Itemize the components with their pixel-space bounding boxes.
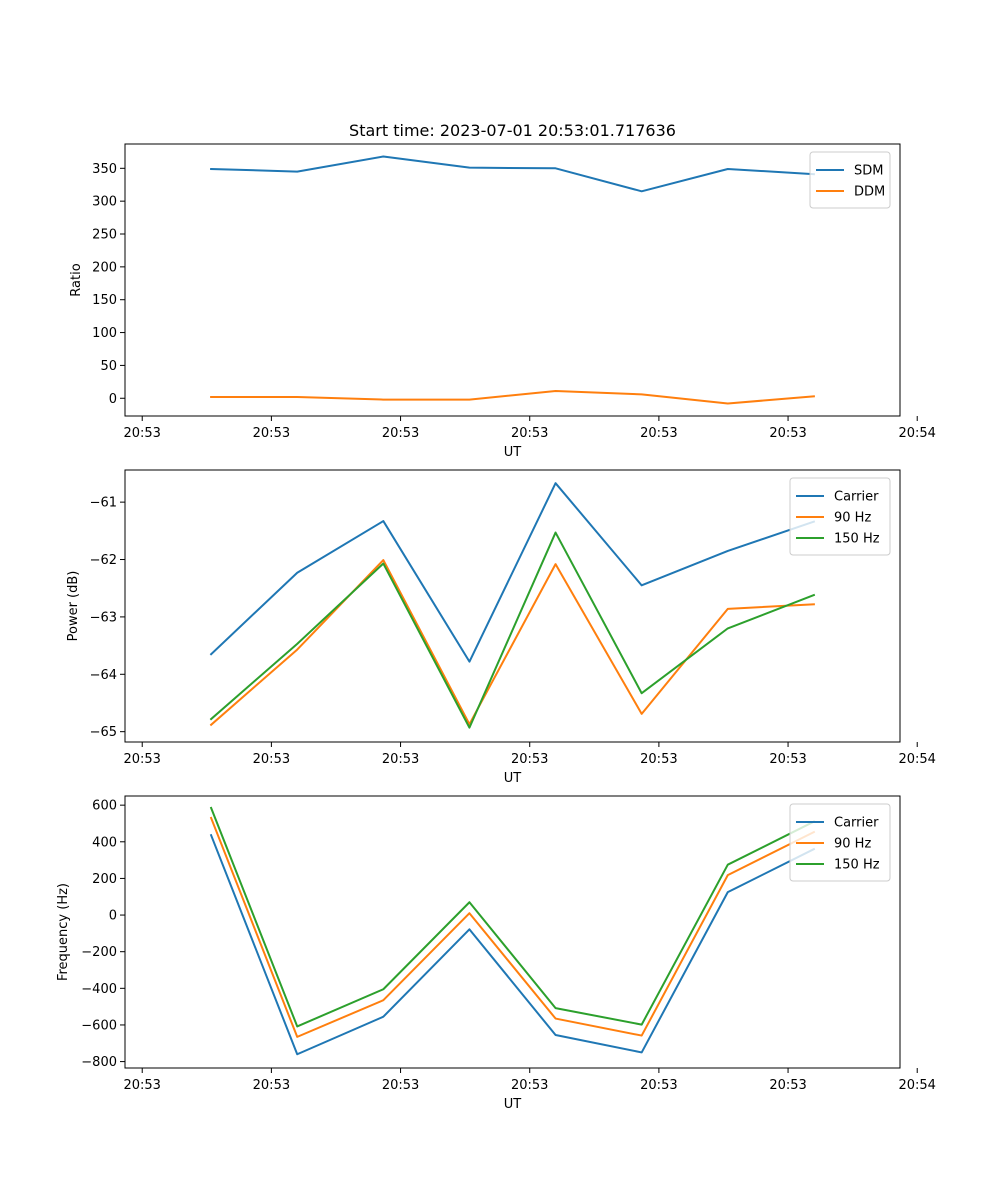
power-y-tick-label: −65: [90, 725, 117, 740]
ratio-y-axis-label: Ratio: [69, 263, 84, 296]
power-line-150-hz: [209, 531, 816, 729]
frequency-line-carrier: [209, 833, 816, 1056]
power-legend-label: Carrier: [834, 490, 879, 505]
frequency-y-tick-label: −400: [81, 982, 117, 997]
ratio-y-tick-label: 250: [92, 228, 117, 243]
ratio-legend: SDM DDM: [809, 151, 891, 209]
ratio-x-tick-label: 20:53: [511, 426, 548, 441]
ratio-x-tick-label: 20:53: [769, 426, 806, 441]
ratio-legend-label: DDM: [854, 185, 885, 200]
ratio-y-tick-label: 0: [109, 392, 117, 407]
frequency-legend: Carrier 90 Hz 150 Hz: [789, 803, 891, 882]
frequency-x-tick-label: 20:53: [253, 1078, 290, 1093]
ratio-y-tick-label: 350: [92, 162, 117, 177]
ratio-y-tick-label: 50: [100, 359, 117, 374]
frequency-line-150-hz: [209, 806, 816, 1028]
ratio-y-tick-label: 200: [92, 260, 117, 275]
frequency-x-tick-label: 20:54: [898, 1078, 935, 1093]
power-line-90-hz: [209, 559, 815, 727]
power-x-axis-label: UT: [504, 771, 522, 786]
frequency-legend-label: 90 Hz: [834, 837, 871, 852]
power-axes-frame: [124, 469, 901, 743]
ratio-series-lines: [210, 155, 815, 405]
ratio-x-tick-label: 20:53: [640, 426, 677, 441]
frequency-x-tick-label: 20:53: [511, 1078, 548, 1093]
power-x-tick-label: 20:54: [898, 752, 935, 767]
frequency-y-tick-label: 200: [92, 872, 117, 887]
power-legend-label: 90 Hz: [834, 511, 871, 526]
ratio-y-tick-label: 150: [92, 293, 117, 308]
frequency-y-tick-label: 0: [109, 909, 117, 924]
power-x-tick-label: 20:53: [511, 752, 548, 767]
power-line-carrier: [209, 482, 816, 663]
ratio-x-tick-label: 20:53: [123, 426, 160, 441]
frequency-y-tick-label: −600: [81, 1018, 117, 1033]
frequency-legend-label: 150 Hz: [834, 858, 880, 873]
power-x-tick-label: 20:53: [123, 752, 160, 767]
power-y-tick-label: −61: [90, 496, 117, 511]
frequency-x-axis-label: UT: [504, 1097, 522, 1112]
frequency-axes-frame: [124, 795, 901, 1069]
power-x-tick-label: 20:53: [640, 752, 677, 767]
ratio-x-axis-label: UT: [504, 445, 522, 460]
power-legend-label: 150 Hz: [834, 532, 880, 547]
ratio-axes-frame: [124, 143, 901, 417]
ratio-y-tick-label: 300: [92, 195, 117, 210]
power-x-tick-label: 20:53: [253, 752, 290, 767]
frequency-x-tick-label: 20:53: [123, 1078, 160, 1093]
ratio-x-tick-label: 20:53: [253, 426, 290, 441]
power-x-tick-label: 20:53: [382, 752, 419, 767]
power-legend-box: [789, 477, 891, 556]
frequency-y-tick-label: 600: [92, 799, 117, 814]
power-y-tick-label: −63: [90, 610, 117, 625]
ratio-legend-label: SDM: [854, 164, 883, 179]
ratio-legend-box: [809, 151, 891, 209]
frequency-panel: −800 −600 −400 −200 0 200 400 600 20:53 20:53 20:5…: [56, 795, 936, 1112]
frequency-legend-label: Carrier: [834, 816, 879, 831]
ratio-y-tick-label: 100: [92, 326, 117, 341]
ratio-x-tick-label: 20:53: [382, 426, 419, 441]
frequency-x-tick-label: 20:53: [382, 1078, 419, 1093]
frequency-x-tick-label: 20:53: [769, 1078, 806, 1093]
ratio-x-tick-label: 20:54: [898, 426, 935, 441]
power-y-tick-label: −62: [90, 553, 117, 568]
figure-title: Start time: 2023-07-01 20:53:01.717636: [349, 121, 676, 140]
frequency-legend-box: [789, 803, 891, 882]
frequency-y-tick-label: −200: [81, 945, 117, 960]
frequency-y-tick-label: 400: [92, 835, 117, 850]
ratio-line-sdm: [210, 155, 815, 193]
power-panel: −65 −64 −63 −62 −61 20:53 20:53 20:53 20:53 20:53…: [66, 469, 936, 786]
frequency-x-tick-label: 20:53: [640, 1078, 677, 1093]
power-legend: Carrier 90 Hz 150 Hz: [789, 477, 891, 556]
frequency-y-tick-label: −800: [81, 1055, 117, 1070]
power-series-lines: [209, 482, 816, 729]
power-y-tick-label: −64: [90, 668, 117, 683]
power-x-tick-label: 20:53: [769, 752, 806, 767]
frequency-line-90-hz: [209, 816, 816, 1038]
power-y-axis-label: Power (dB): [66, 571, 81, 642]
ratio-line-ddm: [210, 390, 815, 405]
frequency-y-axis-label: Frequency (Hz): [56, 883, 71, 981]
frequency-series-lines: [209, 806, 816, 1056]
ratio-panel: 0 50 100 150 200 250 300 350 20:53 20:53 20:53 20:5…: [69, 143, 936, 460]
